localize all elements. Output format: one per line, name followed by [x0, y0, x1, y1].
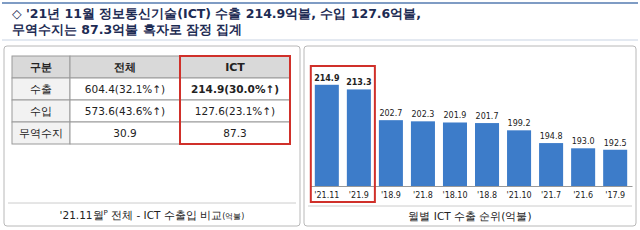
- x-tick-label: '18.8: [477, 191, 497, 200]
- table-cell: [70, 122, 180, 144]
- data-label: 202.3: [411, 110, 434, 119]
- bar: [315, 85, 339, 186]
- table-header-cell: [70, 56, 180, 78]
- table-header-cell: [180, 56, 290, 78]
- x-tick: '18.9: [381, 186, 401, 200]
- bar: [411, 121, 435, 186]
- table-cell: [180, 122, 290, 144]
- x-tick-label: '18.9: [381, 191, 401, 200]
- bar: [539, 143, 563, 186]
- x-tick-label: '21.8: [413, 191, 433, 200]
- table-cell: [180, 100, 290, 122]
- x-tick: '18.8: [477, 186, 497, 200]
- chart-caption-rule: [308, 206, 632, 207]
- x-tick-label: '21.7: [541, 191, 561, 200]
- canvas: ◇ '21년 11월 정보통신기술(ICT) 수출 214.9억불, 수입 12…: [0, 0, 640, 230]
- bar: [603, 150, 627, 186]
- data-label: 202.7: [379, 109, 402, 118]
- header-line: 무역수지는 87.3억불 흑자로 잠정 집계: [12, 22, 242, 37]
- x-tick-label: '21.10: [507, 191, 532, 200]
- x-tick: '21.10: [507, 186, 532, 200]
- x-tick: '21.11: [314, 186, 339, 200]
- table-cell: [12, 100, 70, 122]
- table-header-text: 구분: [30, 61, 52, 74]
- table-cell-text: 수출: [30, 83, 52, 95]
- x-tick-label: '21.6: [573, 191, 593, 200]
- table-caption: '21.11월P 전체 - ICT 수출입 비교(억불): [60, 209, 245, 221]
- data-label: 192.5: [604, 139, 627, 148]
- header-bottom-rule: [2, 40, 638, 41]
- table-caption-rule: [8, 203, 296, 204]
- table-panel: [4, 46, 300, 226]
- x-tick-label: '21.9: [349, 191, 369, 200]
- table-cell-text: 604.4(32.1%↑): [85, 83, 165, 95]
- data-label: 201.9: [444, 111, 467, 120]
- table-cell: [180, 78, 290, 100]
- table-cell-text: 127.6(23.1%↑): [195, 105, 275, 117]
- caption-part: '21.11월: [60, 209, 104, 221]
- data-labels: 214.9 213.3 202.7 202.3 201.9 201.7 199.2 194.8…: [314, 74, 626, 148]
- x-tick: '21.6: [573, 186, 593, 200]
- caption-part: 전체 - ICT 수출입 비교: [108, 209, 222, 221]
- table-cell-text: 573.6(43.6%↑): [85, 105, 165, 117]
- x-tick: '21.7: [541, 186, 561, 200]
- chart-title: 월별 ICT 수출 순위(억불): [408, 210, 531, 222]
- bar: [347, 89, 371, 186]
- table-cell: [12, 122, 70, 144]
- table-cell: [12, 78, 70, 100]
- x-tick-label: '18.10: [442, 191, 467, 200]
- x-tick: '17.9: [605, 186, 625, 200]
- bars: [315, 85, 627, 186]
- data-label: 194.8: [540, 132, 563, 141]
- data-label: 193.0: [572, 137, 595, 146]
- table-cell-text: 87.3: [223, 127, 246, 139]
- table-header-cell: [12, 56, 70, 78]
- table-cell-text: 30.9: [113, 127, 136, 139]
- table-cell: [70, 100, 180, 122]
- x-tick-label: '17.9: [605, 191, 625, 200]
- bar: [507, 130, 531, 186]
- bar: [475, 123, 499, 186]
- table-cell-text: 수입: [30, 105, 52, 117]
- data-label: 199.2: [508, 119, 531, 128]
- table-header-text: 전체: [114, 61, 136, 74]
- caption-unit: (억불): [222, 212, 244, 221]
- data-label: 213.3: [346, 78, 371, 87]
- table-cell: [70, 78, 180, 100]
- x-tick: '21.8: [413, 186, 433, 200]
- x-axis-line: [311, 186, 633, 187]
- table-header-text: ICT: [225, 61, 245, 74]
- page: ◇ '21년 11월 정보통신기술(ICT) 수출 214.9억불, 수입 12…: [0, 0, 640, 230]
- top-highlight: [311, 66, 375, 202]
- header-top-rule: [2, 2, 638, 4]
- x-tick: '21.9: [349, 186, 369, 200]
- table-cell-text: 214.9(30.0%↑): [191, 83, 279, 95]
- x-tick: '18.10: [442, 186, 467, 200]
- header-line: ◇ '21년 11월 정보통신기술(ICT) 수출 214.9억불, 수입 12…: [12, 6, 421, 21]
- table-cell-text: 무역수지: [19, 127, 63, 139]
- bar: [571, 148, 595, 186]
- chart-panel: [304, 46, 636, 226]
- bar: [379, 120, 403, 186]
- ict-highlight: [180, 56, 290, 144]
- x-axis: '21.11 '21.9 '18.9 '21.8 '18.10 '18.8 '21.10 '2…: [311, 186, 633, 200]
- data-label: 201.7: [476, 112, 499, 121]
- x-tick-label: '21.11: [314, 191, 339, 200]
- bar: [443, 122, 467, 186]
- table: 구분 전체 ICT 수출 604.4(32.1%↑) 214.9(30.0%↑) 수입 573…: [12, 56, 290, 144]
- data-label: 214.9: [314, 74, 340, 83]
